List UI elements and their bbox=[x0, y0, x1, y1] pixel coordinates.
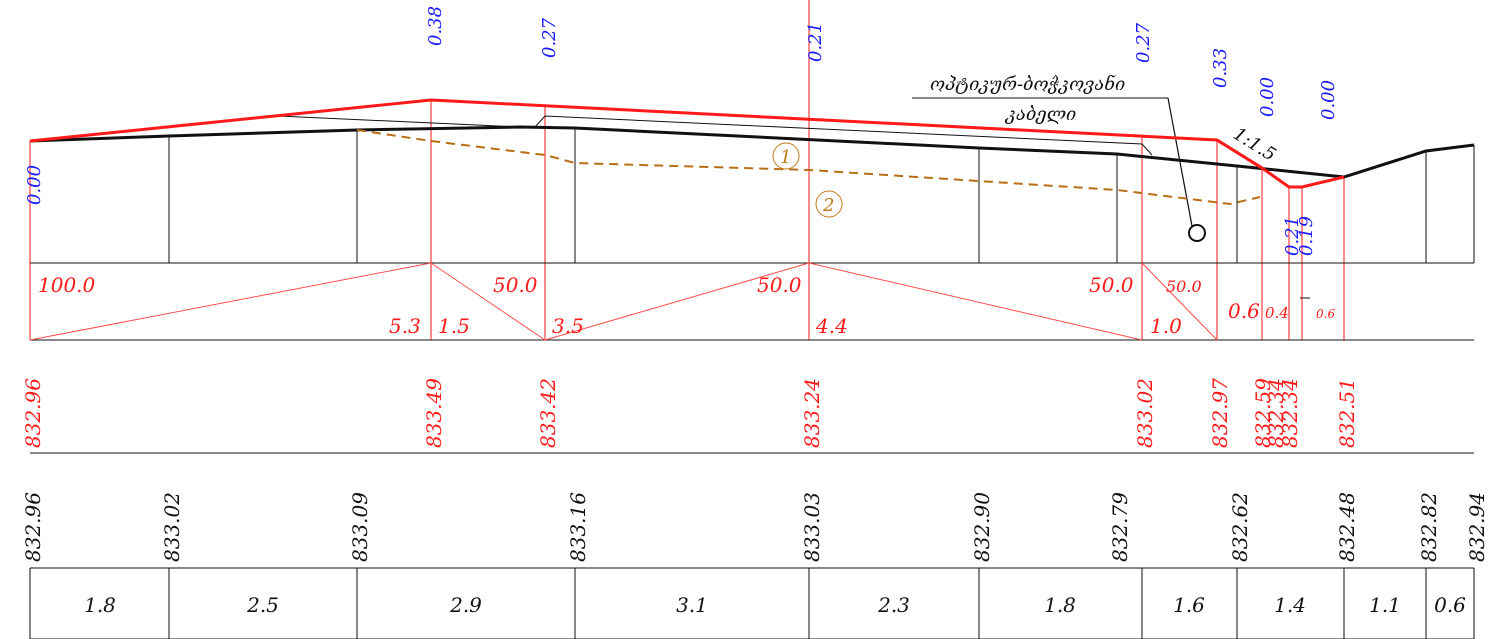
ground-elevation: 833.03 bbox=[800, 492, 824, 562]
design-surface-line bbox=[29, 98, 1345, 189]
band1-bottom-value: 5.3 bbox=[389, 314, 421, 338]
distance-value: 0.6 bbox=[1434, 593, 1466, 617]
distance-values: 1.8 2.5 2.9 3.1 2.3 1.8 1.6 1.4 1.1 0.6 bbox=[84, 593, 1466, 617]
ground-elevation: 832.96 bbox=[21, 492, 45, 562]
existing-ground-line bbox=[29, 125, 1475, 179]
slope-ratio-label: 1:1.5 bbox=[1229, 123, 1279, 165]
band1-values: 100.0 50.0 50.0 50.0 50.0 5.3 1.5 3.5 4.… bbox=[38, 273, 1335, 338]
band1-top-value: 50.0 bbox=[1166, 277, 1202, 296]
ground-elevation: 832.94 bbox=[1465, 492, 1489, 562]
design-elevation: 832.51 bbox=[1335, 378, 1359, 448]
band1-top-value: 100.0 bbox=[38, 273, 96, 297]
design-elevation: 833.02 bbox=[1133, 378, 1157, 448]
design-elevation: 832.34 bbox=[1278, 378, 1302, 448]
optical-cable-icon bbox=[1188, 224, 1206, 242]
design-elevation: 832.34 bbox=[1264, 378, 1288, 448]
design-elevation: 832.96 bbox=[21, 378, 45, 448]
ground-elevation: 832.90 bbox=[970, 492, 994, 562]
cable-label-line2: კაბელი bbox=[1004, 104, 1076, 125]
band1-top-value: 50.0 bbox=[757, 273, 802, 297]
distance-value: 3.1 bbox=[676, 593, 708, 617]
distance-value: 1.8 bbox=[84, 593, 116, 617]
ground-elevation: 832.48 bbox=[1335, 492, 1359, 562]
band1-small-value: 0.6 bbox=[1228, 299, 1260, 323]
distance-value: 1.1 bbox=[1369, 593, 1401, 617]
slope-value: 0.27 bbox=[1133, 22, 1154, 63]
slope-value: 0.19 bbox=[1296, 216, 1317, 256]
distance-band-verticals bbox=[29, 568, 1475, 639]
slope-values-top: 0.38 0.27 0.21 0.27 0.33 0.00 0.00 bbox=[425, 6, 1339, 120]
design-slope-extension bbox=[1216, 138, 1263, 170]
design-elevation: 833.42 bbox=[536, 378, 560, 448]
band1-small-value: 0.4 bbox=[1265, 304, 1289, 322]
design-elevation: 833.24 bbox=[800, 378, 824, 448]
band1-top-value: 50.0 bbox=[493, 273, 538, 297]
layer-boundary-dashed bbox=[356, 129, 1261, 206]
slope-value: 0.21 bbox=[805, 22, 826, 62]
design-elevations: 832.96 833.49 833.42 833.24 833.02 832.9… bbox=[21, 378, 1359, 448]
band1-bottom-value: 1.5 bbox=[438, 314, 470, 338]
slope-value: 0.21 bbox=[1282, 216, 1303, 256]
slope-value: 0.38 bbox=[425, 6, 446, 46]
slope-value: 0.00 bbox=[1257, 77, 1278, 117]
ground-elevation: 833.02 bbox=[160, 492, 184, 562]
band1-diagonals bbox=[29, 262, 1218, 341]
design-elevation: 833.49 bbox=[422, 378, 446, 448]
slope-value-left: 0.00 bbox=[24, 165, 45, 205]
ground-elevation: 832.62 bbox=[1228, 492, 1252, 562]
distance-value: 2.3 bbox=[877, 593, 910, 617]
cable-label-line1: ოპტიკურ-ბოჭკოვანი bbox=[930, 73, 1125, 95]
subgrade-thin-line bbox=[277, 115, 1153, 156]
cable-leader-line bbox=[1167, 97, 1193, 227]
layer-marker-2: 2 bbox=[822, 195, 834, 216]
slope-values-ditch: 0.21 0.19 bbox=[1282, 216, 1317, 256]
layer-marker-1: 1 bbox=[780, 147, 791, 168]
ground-elevation: 833.16 bbox=[566, 492, 590, 562]
band1-bottom-value: 1.0 bbox=[1150, 314, 1182, 338]
design-elevation: 832.59 bbox=[1251, 378, 1275, 448]
band1-bottom-value: 4.4 bbox=[815, 314, 848, 338]
slope-value: 0.33 bbox=[1210, 48, 1231, 88]
distance-value: 1.4 bbox=[1274, 593, 1306, 617]
layer-marker-1-circle bbox=[772, 142, 800, 170]
ground-elevation: 833.09 bbox=[348, 492, 372, 562]
distance-value: 2.5 bbox=[246, 593, 279, 617]
distance-value: 1.8 bbox=[1044, 593, 1076, 617]
ground-verticals bbox=[29, 128, 1475, 263]
slope-value: 0.00 bbox=[1318, 80, 1339, 120]
ground-elevations: 832.96 833.02 833.09 833.16 833.03 832.9… bbox=[21, 492, 1489, 562]
profile-geometry bbox=[29, 0, 1475, 639]
layer-marker-2-circle bbox=[815, 190, 843, 218]
design-elevation: 832.97 bbox=[1208, 378, 1232, 448]
band1-top-value: 50.0 bbox=[1089, 273, 1134, 297]
distance-value: 2.9 bbox=[449, 593, 482, 617]
slope-value: 0.27 bbox=[539, 17, 560, 58]
band1-bottom-value: 3.5 bbox=[552, 314, 584, 338]
band1-small-value: 0.6 bbox=[1316, 307, 1335, 321]
ground-elevation: 832.79 bbox=[1108, 492, 1132, 562]
ground-elevation: 832.82 bbox=[1417, 492, 1441, 562]
distance-value: 1.6 bbox=[1173, 593, 1205, 617]
